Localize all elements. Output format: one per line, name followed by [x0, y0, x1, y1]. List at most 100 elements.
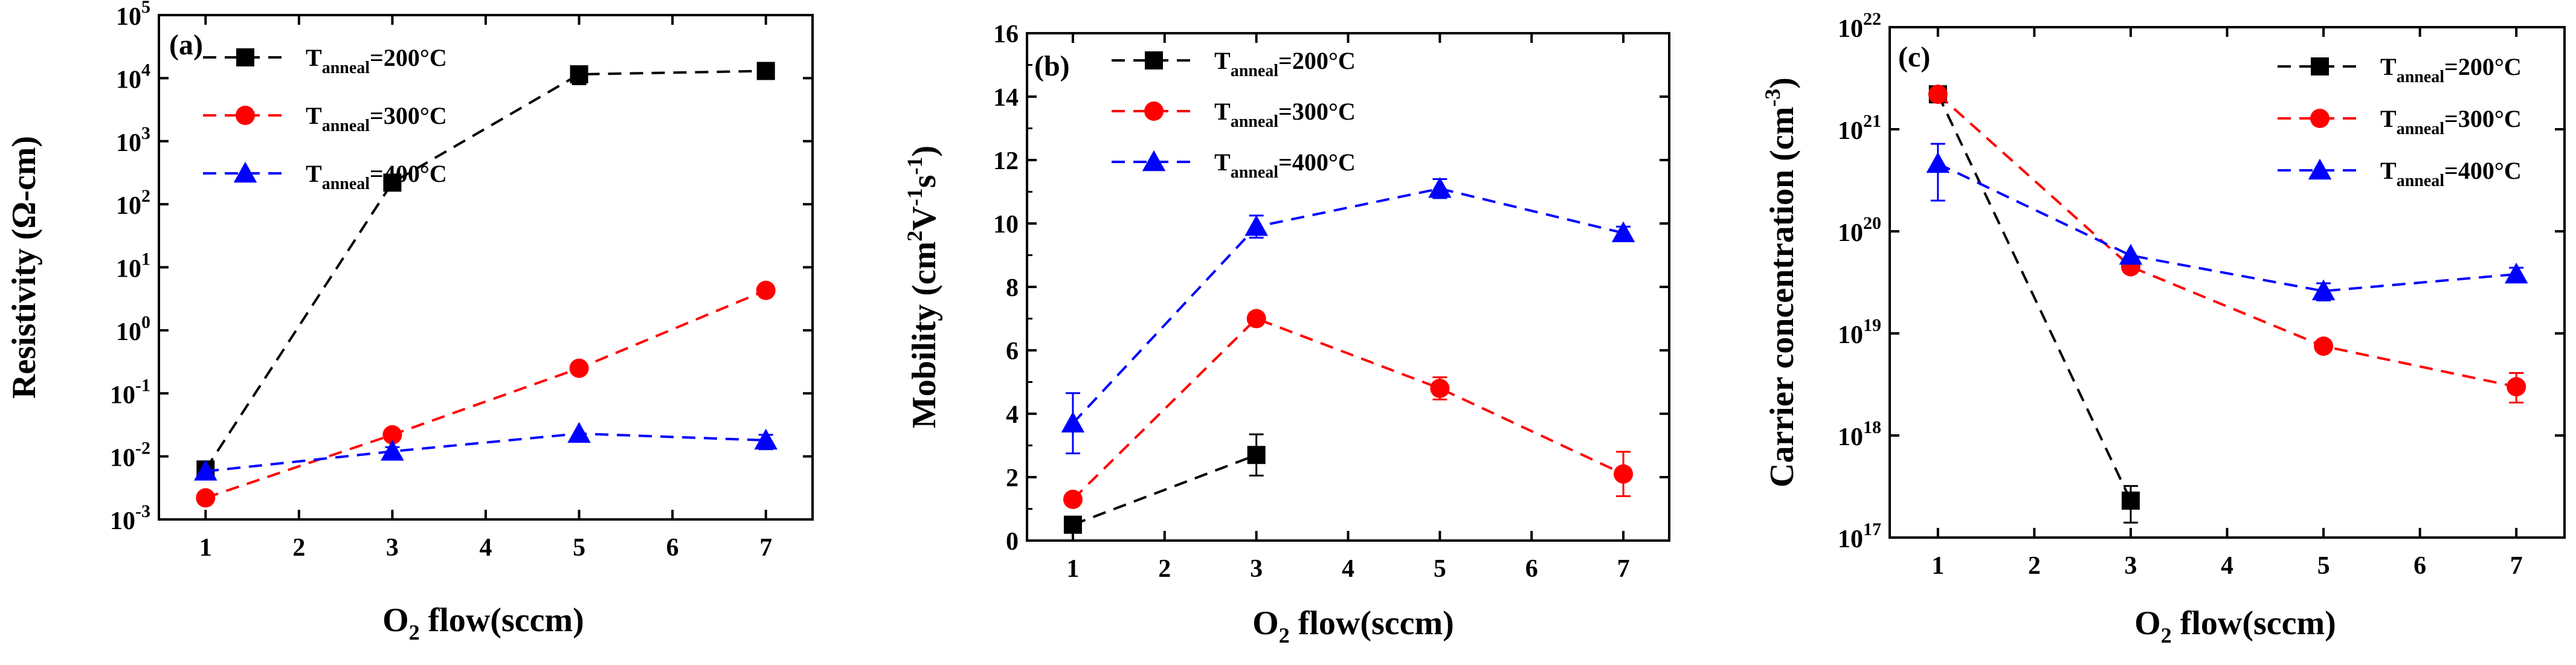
legend-label-suffix: =200°C: [1278, 47, 1356, 74]
series-line: [205, 432, 766, 473]
legend-label-sub: anneal: [2397, 172, 2445, 190]
legend-entry: Tanneal=300°C: [203, 102, 447, 135]
y-tick-label: 12: [993, 147, 1019, 175]
y-tick-label: 1018: [1838, 417, 1881, 451]
data-point: [1063, 489, 1083, 509]
legend-label: Tanneal=300°C: [1214, 98, 1356, 131]
legend-label-suffix: =200°C: [2444, 53, 2522, 80]
y-tick-exponent: 20: [1863, 213, 1881, 233]
legend-label: Tanneal=300°C: [2380, 105, 2522, 138]
data-point: [1611, 221, 1635, 242]
legend-label: Tanneal=200°C: [1214, 47, 1356, 80]
y-tick-exponent: 0: [141, 312, 150, 332]
x-tick-label: 1: [1066, 555, 1079, 583]
legend-label-sub: anneal: [1231, 112, 1279, 131]
y-tick-base: 10: [1838, 423, 1863, 451]
legend-entry: Tanneal=300°C: [1112, 98, 1356, 131]
y-tick-label: 8: [1006, 274, 1019, 302]
data-point: [2504, 262, 2528, 284]
series-square: [1063, 433, 1266, 534]
series-line: [1072, 187, 1624, 425]
legend-label-suffix: =300°C: [1278, 98, 1356, 125]
y-axis-title-group: Carrier concentration (cm-3): [1760, 77, 1801, 487]
legend-label-sub: anneal: [1231, 163, 1279, 182]
data-point: [569, 358, 589, 378]
x-tick-label: 5: [1434, 555, 1446, 583]
y-axis-title-group: Mobility (cm2V-1s-1): [903, 146, 943, 428]
y-tick-label: 1022: [1838, 9, 1881, 43]
y-tick-label: 1020: [1838, 213, 1881, 247]
y-tick-label: 103: [116, 123, 150, 157]
legend-marker: [1144, 101, 1164, 121]
data-point: [383, 173, 402, 192]
x-tick-label: 7: [1617, 555, 1630, 583]
legend-label: Tanneal=200°C: [306, 44, 447, 77]
series-triangle: [1061, 177, 1635, 455]
y-tick-label: 1017: [1838, 519, 1881, 553]
x-tick-label: 6: [666, 534, 679, 562]
y-tick-base: 10: [116, 318, 141, 346]
y-tick-base: 10: [116, 66, 141, 94]
data-point: [1246, 309, 1266, 329]
y-axis-title-text: s: [906, 175, 943, 188]
data-point: [196, 488, 216, 508]
legend-label-sub: anneal: [322, 175, 370, 193]
data-point: [570, 65, 588, 84]
y-tick-base: 10: [116, 255, 141, 283]
x-axis-title: O2 flow(sccm): [382, 602, 584, 644]
x-axis-title-sub: 2: [1279, 623, 1290, 647]
y-axis-title-group: Resistivity (Ω-cm): [5, 136, 43, 399]
x-tick-label: 3: [386, 534, 399, 562]
data-point: [756, 280, 776, 300]
panel-label: (a): [169, 29, 203, 61]
y-axis-title-sup: -3: [1760, 89, 1785, 107]
y-axis-title: Resistivity (Ω-cm): [5, 136, 43, 399]
y-tick-label: 105: [116, 0, 150, 31]
x-tick-label: 4: [2221, 552, 2233, 580]
legend-label-suffix: =200°C: [370, 44, 447, 71]
y-tick-base: 10: [1838, 219, 1863, 247]
x-tick-label: 6: [1525, 555, 1538, 583]
legend-marker: [236, 48, 254, 66]
data-point: [754, 428, 778, 450]
y-tick-label: 10: [993, 211, 1019, 239]
y-tick-label: 102: [116, 186, 150, 220]
plot-frame: [158, 14, 814, 521]
y-tick-label: 101: [116, 249, 150, 283]
y-tick-label: 10-1: [110, 375, 150, 409]
data-point: [1061, 411, 1085, 432]
chart-panel-a: 1 2 3 4 5 6 710-310-210-1100101102103104105O2 …: [5, 0, 814, 644]
data-point: [1428, 177, 1452, 198]
series-line: [1937, 93, 2517, 388]
y-tick-label: 100: [116, 312, 150, 346]
legend-marker: [2308, 158, 2332, 180]
legend-label: Tanneal=400°C: [306, 160, 447, 193]
data-point: [2311, 279, 2336, 301]
y-axis-title: Carrier concentration (cm-3): [1760, 77, 1801, 487]
y-tick-base: 10: [110, 445, 135, 472]
x-tick-label: 2: [292, 534, 305, 562]
y-tick-base: 10: [1838, 525, 1863, 553]
series-circle: [1063, 309, 1634, 509]
series-line: [1937, 162, 2517, 292]
y-tick-exponent: -3: [135, 501, 150, 521]
data-point: [1928, 85, 1948, 104]
x-tick-label: 6: [2413, 552, 2426, 580]
legend-entry: Tanneal=400°C: [2278, 157, 2522, 190]
legend-label-prefix: T: [1214, 149, 1231, 176]
data-point: [2314, 336, 2334, 356]
legend-marker: [2311, 57, 2329, 75]
legend-label-sub: anneal: [322, 59, 370, 77]
legend-entry: Tanneal=400°C: [203, 160, 447, 193]
x-axis-title: O2 flow(sccm): [1252, 605, 1454, 647]
legend-entry: Tanneal=200°C: [1112, 47, 1356, 80]
series-triangle: [1926, 143, 2528, 302]
legend-label-sub: anneal: [1231, 62, 1279, 80]
x-axis-title-rest: flow(sccm): [2172, 605, 2336, 642]
legend-marker: [1145, 51, 1163, 69]
legend-label-prefix: T: [1214, 47, 1231, 74]
y-axis-title: Mobility (cm2V-1s-1): [903, 146, 943, 428]
